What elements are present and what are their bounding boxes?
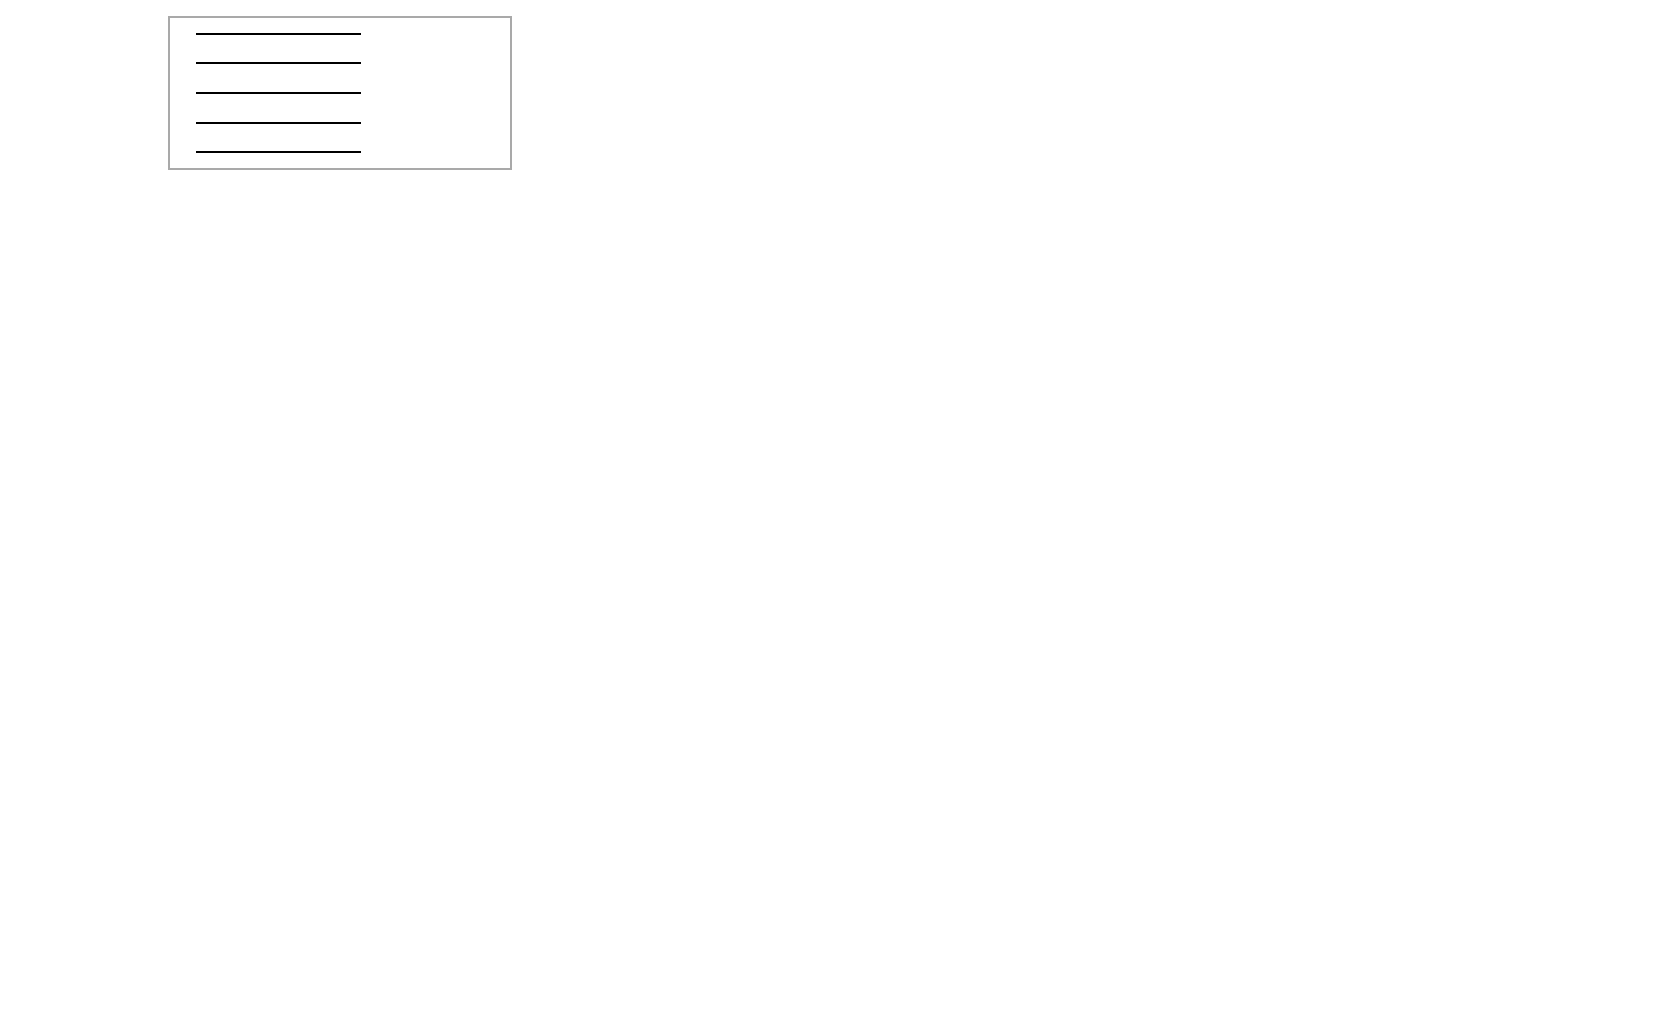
legend-line-sample: [196, 62, 361, 65]
legend-item-theortide: [170, 138, 510, 166]
legend-item-residual: [170, 79, 510, 107]
legend-box: [168, 16, 512, 170]
legend-line-sample: [196, 121, 361, 124]
legend-line-sample: [196, 91, 361, 94]
legend-line-sample: [196, 151, 361, 154]
legend-line-sample: [196, 32, 361, 35]
legend-item-dpdt: [170, 49, 510, 77]
legend-item-pressure: [170, 20, 510, 48]
legend-item-last10min: [170, 109, 510, 137]
